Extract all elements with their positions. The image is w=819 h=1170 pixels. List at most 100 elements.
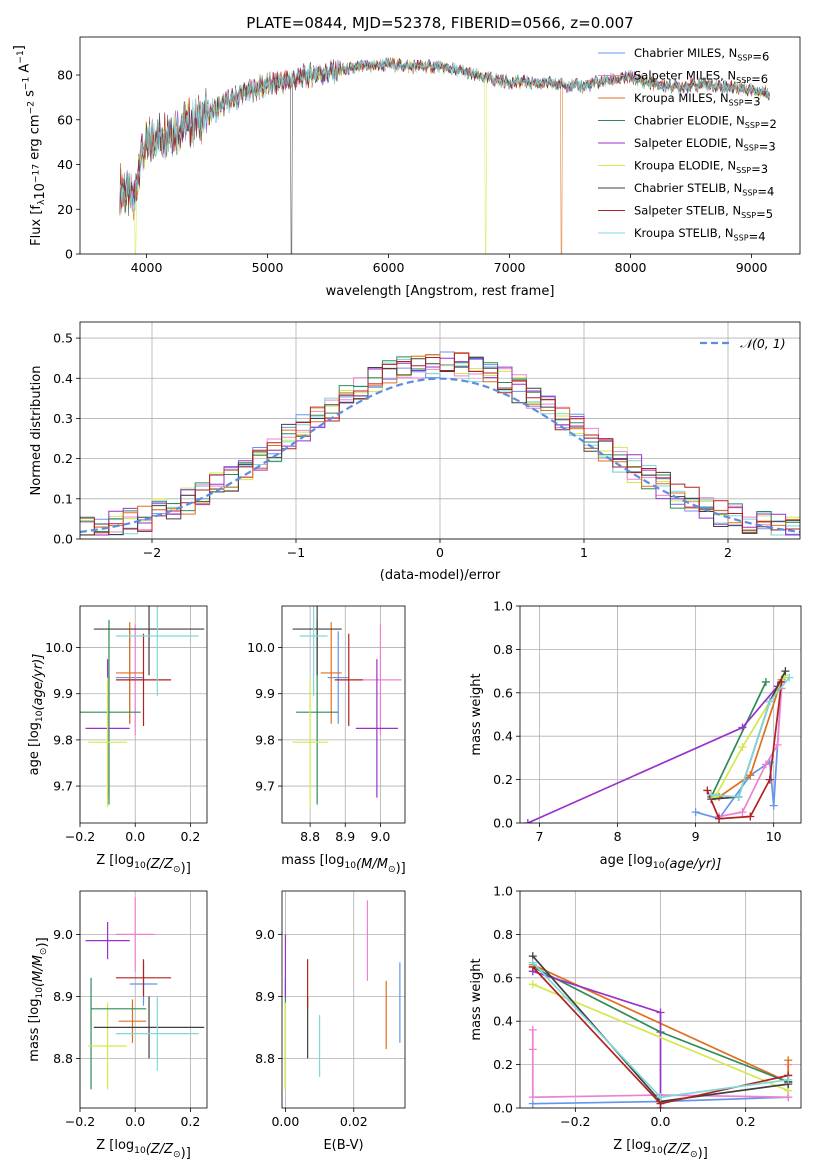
x-axis-label: mass [log10(M/M⊙)] — [281, 853, 405, 876]
panel-massweight_vs_Z: −0.2 0.0 0.2 0.0 0.2 0.4 0.6 0.8 1.0 Z [log10(Z/Z… — [469, 884, 802, 1161]
weight-marker — [769, 801, 778, 810]
plot-area — [85, 897, 205, 1090]
x-tick-label: 9.0 — [370, 829, 390, 844]
normal-reference-curve — [80, 377, 800, 534]
panel-mass_vs_Z: −0.2 0.0 0.2 8.8 8.9 9.0 Z [log10(Z/Z⊙)] mass [… — [27, 890, 208, 1161]
y-tick-label: 0.3 — [53, 411, 73, 426]
y-tick-label: 9.8 — [53, 732, 73, 747]
weight-marker — [734, 792, 743, 801]
panel-age_vs_mass: 8.8 8.9 9.0 9.7 9.8 9.9 10.0 mass [log10(M/M⊙)] — [247, 605, 406, 876]
weight-marker — [784, 1056, 793, 1065]
y-tick-label: 0.0 — [493, 1101, 513, 1116]
errorbar-kroupa_stelib — [115, 996, 199, 1071]
y-tick-label: 8.9 — [53, 989, 73, 1004]
errorbar-salpeter_stelib — [115, 633, 172, 727]
errorbar-salpeter_stelib — [115, 959, 172, 997]
y-tick-label: 20 — [57, 202, 73, 217]
x-tick-label: 5000 — [252, 260, 284, 275]
x-axis-label: Z [log10(Z/Z⊙)] — [96, 853, 191, 876]
legend-entry-chabrier_elodie: Chabrier ELODIE, NSSP=2 — [634, 114, 777, 131]
axes-frame — [79, 890, 208, 1109]
x-tick-label: 0.2 — [736, 1114, 756, 1129]
y-tick-label: 8.9 — [255, 989, 275, 1004]
y-tick-label: 10.0 — [45, 640, 73, 655]
x-tick-label: 0.2 — [180, 829, 200, 844]
weight-series-salpeter_miles — [715, 684, 786, 821]
legend-entry-salpeter_elodie: Salpeter ELODIE, NSSP=3 — [634, 136, 776, 153]
errorbar-salpeter_miles — [115, 897, 155, 972]
weight-marker — [746, 812, 755, 821]
x-tick-label: 8 — [614, 829, 622, 844]
weight-marker — [528, 958, 537, 967]
x-tick-label: 1 — [580, 545, 588, 560]
plot-area — [80, 606, 205, 807]
y-tick-label: 1.0 — [493, 599, 513, 614]
x-tick-label: 0.0 — [125, 829, 145, 844]
x-tick-label: 9000 — [736, 260, 768, 275]
weight-marker — [765, 775, 774, 784]
x-tick-label: 2 — [724, 545, 732, 560]
y-axis-label: mass [log10(M/M⊙)] — [27, 937, 50, 1061]
weight-marker — [703, 786, 712, 795]
plot-area — [80, 351, 800, 536]
errorbar-salpeter_elodie — [355, 659, 398, 798]
y-tick-label: 9.9 — [255, 686, 275, 701]
y-tick-label: 1.0 — [493, 884, 513, 899]
x-axis-label: age [log10(age/yr)] — [600, 853, 722, 872]
x-tick-label: 9 — [692, 829, 700, 844]
spectrum-line-kroupa_stelib — [119, 57, 770, 213]
weight-series-kroupa_stelib — [528, 958, 793, 1102]
y-tick-label: 8.8 — [255, 1051, 275, 1066]
legend-entry-salpeter_miles: Salpeter MILES, NSSP=6 — [634, 69, 768, 86]
x-tick-label: −1 — [287, 545, 305, 560]
weight-marker — [746, 771, 755, 780]
x-tick-label: 6000 — [373, 260, 405, 275]
weight-marker — [738, 723, 747, 732]
errorbar-kroupa_elodie — [292, 677, 328, 807]
y-tick-label: 9.8 — [255, 732, 275, 747]
weight-marker — [761, 677, 770, 686]
y-tick-label: 0.0 — [53, 532, 73, 547]
weight-marker — [528, 1045, 537, 1054]
weight-marker — [656, 1093, 665, 1102]
y-tick-label: 9.7 — [255, 779, 275, 794]
weight-marker — [528, 1025, 537, 1034]
histogram-salpeter_stelib — [80, 352, 800, 534]
errorbar-salpeter_stelib — [334, 633, 363, 727]
errorbar-kroupa_miles — [320, 622, 342, 724]
y-tick-label: 0.6 — [493, 970, 513, 985]
errorbar-kroupa_miles — [115, 622, 144, 724]
panel-massweight_vs_age: 7 8 9 10 0.0 0.2 0.4 0.6 0.8 1.0 age [log10(age/yr… — [469, 599, 802, 872]
x-tick-label: −0.2 — [560, 1114, 590, 1129]
legend-entry-kroupa_miles: Kroupa MILES, NSSP=3 — [634, 91, 761, 108]
weight-marker — [691, 808, 700, 817]
weight-marker — [707, 790, 716, 799]
errorbar-kroupa_stelib — [299, 606, 328, 697]
weight-marker — [656, 1008, 665, 1017]
x-tick-label: 0.00 — [271, 1114, 299, 1129]
weight-series-salpeter_elodie — [523, 682, 782, 823]
errorbar-kroupa_elodie — [88, 677, 127, 807]
gridlines — [520, 605, 801, 824]
y-tick-label: 0.2 — [493, 1057, 513, 1072]
spectrum-legend: Chabrier MILES, NSSP=6 Salpeter MILES, NS… — [598, 46, 777, 243]
gridlines — [282, 606, 405, 823]
plot-area — [292, 606, 402, 807]
x-tick-label: −2 — [143, 545, 161, 560]
x-tick-label: 0.0 — [651, 1114, 671, 1129]
legend-entry-chabrier_stelib: Chabrier STELIB, NSSP=4 — [634, 181, 774, 198]
axes-frame — [519, 605, 802, 824]
panel-mass_vs_EBV: 0.00 0.02 8.8 8.9 9.0 E(B-V) — [255, 890, 406, 1153]
axes-frame — [281, 890, 406, 1109]
axes-frame — [79, 36, 801, 255]
weight-marker — [781, 667, 790, 676]
panel-residuals: −2 −1 0 1 2 0.0 0.1 0.2 0.3 0.4 0.5 (data-model)/er… — [29, 321, 801, 583]
x-tick-label: 4000 — [131, 260, 163, 275]
weight-marker — [777, 677, 786, 686]
errorbar-chabrier_elodie — [80, 619, 141, 805]
weight-series-chabrier_stelib — [707, 667, 790, 804]
x-axis-label: (data-model)/error — [380, 568, 501, 583]
errorbar-chabrier_stelib — [93, 996, 205, 1059]
y-tick-label: 10.0 — [247, 640, 275, 655]
